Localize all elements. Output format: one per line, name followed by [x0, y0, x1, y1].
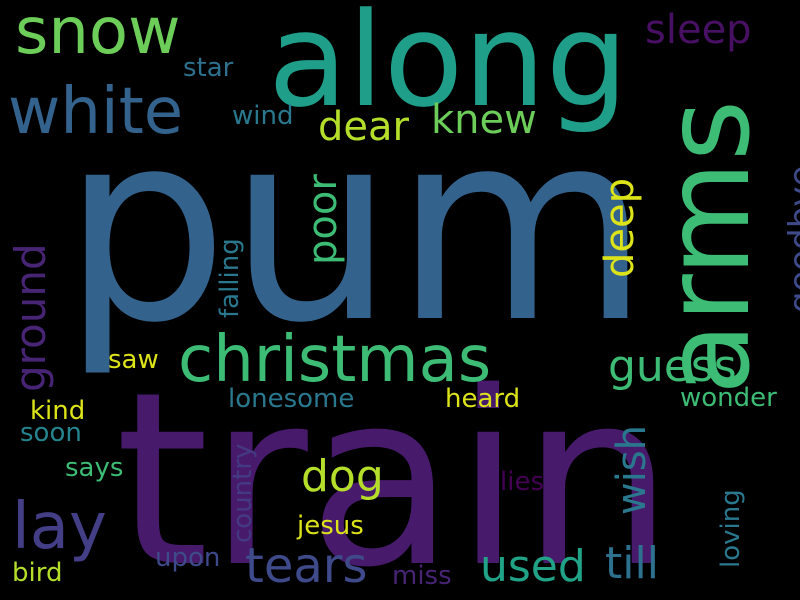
word-dog: dog — [301, 451, 384, 502]
word-upon: upon — [155, 543, 221, 573]
word-kind: kind — [30, 396, 86, 426]
word-white: white — [8, 75, 184, 149]
word-till: till — [605, 538, 659, 589]
word-saw: saw — [108, 345, 159, 375]
word-soon: soon — [20, 418, 82, 448]
word-jesus: jesus — [297, 511, 364, 541]
word-star: star — [183, 53, 234, 83]
word-wind: wind — [232, 101, 294, 131]
word-lies: lies — [500, 467, 544, 497]
word-ground: ground — [6, 243, 55, 392]
word-miss: miss — [392, 561, 452, 591]
word-guess: guess — [608, 341, 737, 392]
word-along: along — [268, 0, 629, 136]
word-christmas: christmas — [178, 323, 492, 397]
word-loving: loving — [716, 489, 746, 568]
word-wonder: wonder — [680, 383, 777, 413]
word-train: train — [115, 340, 674, 600]
word-lonesome: lonesome — [228, 384, 355, 414]
word-deep: deep — [597, 178, 643, 278]
word-knew: knew — [431, 97, 537, 143]
word-heard: heard — [445, 384, 521, 414]
word-snow: snow — [15, 0, 181, 69]
word-poor: poor — [300, 174, 346, 265]
word-goodbye: goodbye — [782, 165, 800, 313]
word-tears: tears — [245, 538, 368, 594]
word-sleep: sleep — [645, 7, 752, 53]
word-country: country — [228, 443, 258, 543]
word-falling: falling — [215, 238, 245, 318]
word-wish: wish — [609, 424, 655, 515]
word-dear: dear — [318, 104, 409, 150]
word-pum: pum — [62, 75, 650, 380]
word-lay: lay — [12, 490, 107, 564]
word-says: says — [65, 453, 124, 483]
word-bird: bird — [12, 558, 63, 588]
word-used: used — [480, 541, 586, 592]
